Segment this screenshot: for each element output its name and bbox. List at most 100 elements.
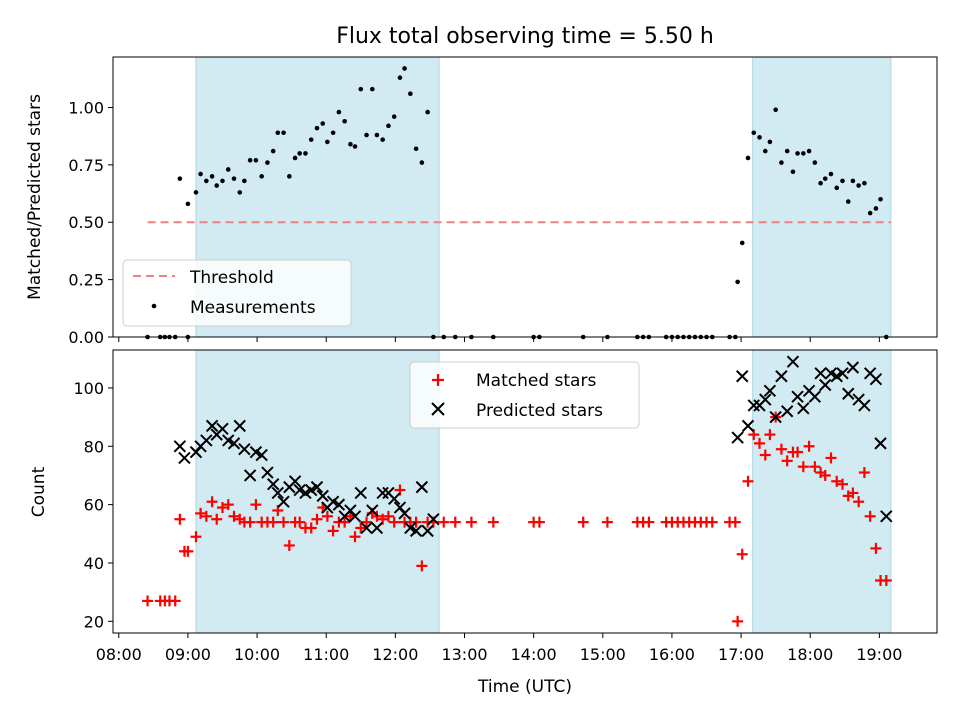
x-stroke-b: [802, 384, 816, 398]
measurement-point: [867, 210, 873, 216]
predicted-star-point: [775, 370, 788, 383]
x-stroke-b: [421, 524, 434, 538]
measurement-point: [818, 180, 823, 186]
legend-matched-label: Matched stars: [476, 371, 596, 391]
measurement-point: [364, 132, 369, 138]
measurement-point: [850, 178, 856, 184]
x-stroke-b: [819, 378, 832, 392]
matched-star-point: [216, 502, 228, 514]
y-tick-label: 0.00: [68, 328, 104, 347]
matched-star-point: [182, 545, 194, 557]
x-stroke-b: [824, 367, 838, 380]
predicted-star-point: [741, 419, 755, 433]
matched-stars-series: [142, 411, 892, 627]
top-legend: Threshold Measurements: [122, 259, 352, 327]
measurement-point: [757, 135, 762, 140]
matched-star-point: [410, 516, 422, 528]
matched-star-point: [643, 516, 655, 528]
measurement-point: [762, 148, 768, 154]
top-plot-frame: [112, 56, 938, 338]
matched-star-point: [355, 522, 367, 534]
legend-threshold-label: Threshold: [189, 268, 274, 288]
y-tick-label: 80: [84, 437, 104, 456]
x-stroke-b: [376, 486, 389, 500]
matched-star-point: [764, 429, 776, 441]
predicted-star-point: [233, 419, 246, 433]
measurement-point: [193, 190, 199, 195]
x-stroke-b: [366, 504, 379, 517]
measurement-point: [878, 196, 883, 202]
measurement-point: [767, 139, 773, 145]
measurement-point: [270, 148, 276, 154]
measurement-point: [358, 86, 364, 92]
matched-star-point: [195, 507, 207, 519]
measurement-point: [342, 118, 347, 124]
measurement-point: [253, 157, 259, 163]
bottom-shaded-intervals: [195, 349, 892, 634]
predicted-star-point: [354, 486, 367, 500]
predicted-star-point: [255, 448, 268, 462]
matched-star-point: [142, 595, 154, 607]
measurement-point: [795, 151, 800, 156]
predicted-star-point: [277, 495, 290, 508]
matched-star-point: [880, 574, 892, 586]
matched-star-point: [601, 516, 613, 528]
x-stroke-b: [747, 399, 760, 412]
measurement-point: [397, 75, 403, 80]
predicted-star-point: [348, 510, 362, 523]
x-stroke-b: [769, 410, 782, 424]
x-stroke-b: [791, 390, 804, 403]
matched-star-point: [190, 531, 202, 543]
predicted-star-point: [846, 361, 860, 374]
x-stroke-b: [332, 498, 346, 511]
matched-star-point: [577, 516, 589, 528]
predicted-star-point: [731, 431, 744, 444]
y-tick-label: 100: [73, 379, 104, 398]
x-stroke-b: [741, 419, 755, 433]
measurement-point: [314, 125, 320, 131]
measurement-point: [198, 171, 203, 177]
bottom-y-axis: 20 40 60 80 100: [73, 379, 113, 631]
y-tick-label: 1.00: [68, 98, 104, 117]
measurement-point: [856, 183, 861, 188]
measurement-point: [784, 148, 790, 154]
matched-star-point: [228, 510, 240, 522]
measurement-point: [303, 151, 308, 156]
measurement-point: [806, 148, 812, 154]
x-stroke-b: [370, 521, 384, 535]
matched-star-point: [487, 516, 499, 528]
measurement-point: [209, 174, 215, 179]
x-stroke-b: [731, 431, 744, 444]
x-stroke-b: [173, 440, 187, 453]
x-stroke-b: [222, 434, 235, 447]
x-stroke-b: [786, 355, 800, 368]
matched-star-point: [206, 496, 218, 508]
matched-star-point: [729, 516, 741, 528]
measurement-point: [287, 174, 292, 179]
matched-star-point: [864, 510, 876, 522]
x-stroke-b: [780, 405, 794, 418]
matched-star-point: [382, 510, 394, 522]
matched-star-point: [831, 475, 843, 487]
measurement-point: [812, 160, 818, 165]
x-stroke-b: [326, 495, 340, 508]
measurement-point: [834, 185, 840, 191]
x-stroke-b: [266, 477, 280, 491]
predicted-star-point: [858, 399, 871, 412]
measurement-point: [237, 190, 243, 195]
x-stroke-b: [271, 486, 285, 500]
x-tick-label: 18:00: [787, 645, 833, 664]
x-stroke-b: [869, 372, 883, 386]
measurement-point: [225, 167, 231, 172]
predicted-star-point: [271, 486, 285, 500]
matched-star-point: [416, 560, 428, 572]
measurement-point: [348, 141, 353, 147]
measurement-point: [177, 176, 183, 181]
measurement-point: [259, 174, 264, 179]
matched-star-point: [781, 455, 793, 467]
matched-star-point: [283, 539, 295, 551]
x-stroke-b: [880, 510, 893, 523]
x-stroke-b: [233, 419, 246, 433]
matched-star-point: [759, 449, 771, 461]
